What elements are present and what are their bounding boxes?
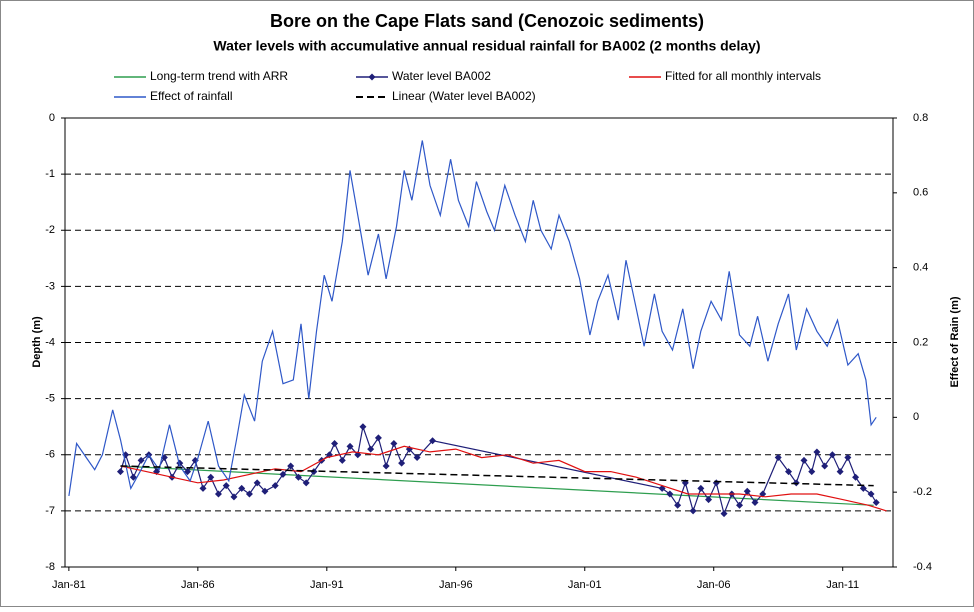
data-point xyxy=(279,470,287,478)
data-point xyxy=(872,498,880,506)
data-point xyxy=(214,490,222,498)
data-point xyxy=(176,459,184,467)
chart-title: Bore on the Cape Flats sand (Cenozoic se… xyxy=(270,11,704,31)
data-point xyxy=(302,479,310,487)
data-point xyxy=(382,462,390,470)
chart-subtitle: Water levels with accumulative annual re… xyxy=(213,38,760,54)
y-tick-label: -1 xyxy=(45,168,55,180)
y-tick-label: -5 xyxy=(45,393,55,405)
x-tick-label: Jan-96 xyxy=(439,579,473,591)
data-point xyxy=(774,454,782,462)
legend-label: Effect of rainfall xyxy=(150,89,233,103)
data-point xyxy=(821,462,829,470)
data-point xyxy=(720,510,728,518)
data-point xyxy=(828,451,836,459)
y-tick-label: 0 xyxy=(49,112,55,124)
data-point xyxy=(230,493,238,501)
data-point xyxy=(137,456,145,464)
data-point xyxy=(743,487,751,495)
data-point xyxy=(852,473,860,481)
data-point xyxy=(785,468,793,476)
x-tick-label: Jan-81 xyxy=(52,579,86,591)
legend-label: Linear (Water level BA002) xyxy=(392,89,536,103)
y-tick-label: -3 xyxy=(45,280,55,292)
data-point xyxy=(674,501,682,509)
data-point xyxy=(808,468,816,476)
data-point xyxy=(390,440,398,448)
data-point xyxy=(836,468,844,476)
y2-tick-label: 0.4 xyxy=(913,262,928,274)
data-point xyxy=(429,437,437,445)
data-point xyxy=(261,487,269,495)
x-tick-label: Jan-06 xyxy=(697,579,731,591)
y-tick-label: -4 xyxy=(45,336,55,348)
data-point xyxy=(751,498,759,506)
data-point xyxy=(359,423,367,431)
series-line xyxy=(120,465,874,487)
x-tick-label: Jan-91 xyxy=(310,579,344,591)
data-point xyxy=(859,484,867,492)
y2-tick-label: -0.2 xyxy=(913,486,932,498)
data-point xyxy=(367,445,375,453)
y-tick-label: -8 xyxy=(45,561,55,573)
y2-tick-label: -0.4 xyxy=(913,561,932,573)
data-point xyxy=(238,484,246,492)
series-line xyxy=(68,140,877,496)
data-point xyxy=(374,434,382,442)
data-point xyxy=(116,468,124,476)
y2-tick-label: 0.2 xyxy=(913,336,928,348)
data-point xyxy=(331,440,339,448)
data-point xyxy=(253,479,261,487)
y-tick-label: -7 xyxy=(45,505,55,517)
data-point xyxy=(129,473,137,481)
data-point xyxy=(287,462,295,470)
series-line xyxy=(120,465,874,506)
data-point xyxy=(736,501,744,509)
data-point xyxy=(207,473,215,481)
data-point xyxy=(813,448,821,456)
x-tick-label: Jan-01 xyxy=(568,579,602,591)
y2-tick-label: 0.6 xyxy=(913,187,928,199)
legend-label: Fitted for all monthly intervals xyxy=(665,69,821,83)
data-point xyxy=(184,468,192,476)
data-point xyxy=(245,490,253,498)
data-point xyxy=(413,454,421,462)
data-point xyxy=(222,482,230,490)
x-tick-label: Jan-86 xyxy=(181,579,215,591)
legend-label: Water level BA002 xyxy=(392,69,491,83)
series-line xyxy=(120,445,887,512)
data-point xyxy=(792,479,800,487)
y2-tick-label: 0 xyxy=(913,411,919,423)
data-point xyxy=(844,454,852,462)
data-point xyxy=(199,484,207,492)
y-axis-label: Depth (m) xyxy=(31,316,43,368)
legend-marker xyxy=(368,73,376,81)
y-tick-label: -6 xyxy=(45,449,55,461)
x-tick-label: Jan-11 xyxy=(826,579,859,591)
data-point xyxy=(398,459,406,467)
plot-area xyxy=(64,117,894,568)
data-point xyxy=(271,482,279,490)
data-point xyxy=(697,484,705,492)
data-point xyxy=(800,456,808,464)
data-point xyxy=(338,456,346,464)
data-point xyxy=(705,496,713,504)
data-point xyxy=(294,473,302,481)
data-point xyxy=(346,442,354,450)
data-point xyxy=(867,490,875,498)
y2-axis-label: Effect of Rain (m) xyxy=(949,296,961,387)
y-tick-label: -2 xyxy=(45,224,55,236)
y2-tick-label: 0.8 xyxy=(913,112,928,124)
data-point xyxy=(666,490,674,498)
data-point xyxy=(689,507,697,515)
legend-label: Long-term trend with ARR xyxy=(150,69,288,83)
